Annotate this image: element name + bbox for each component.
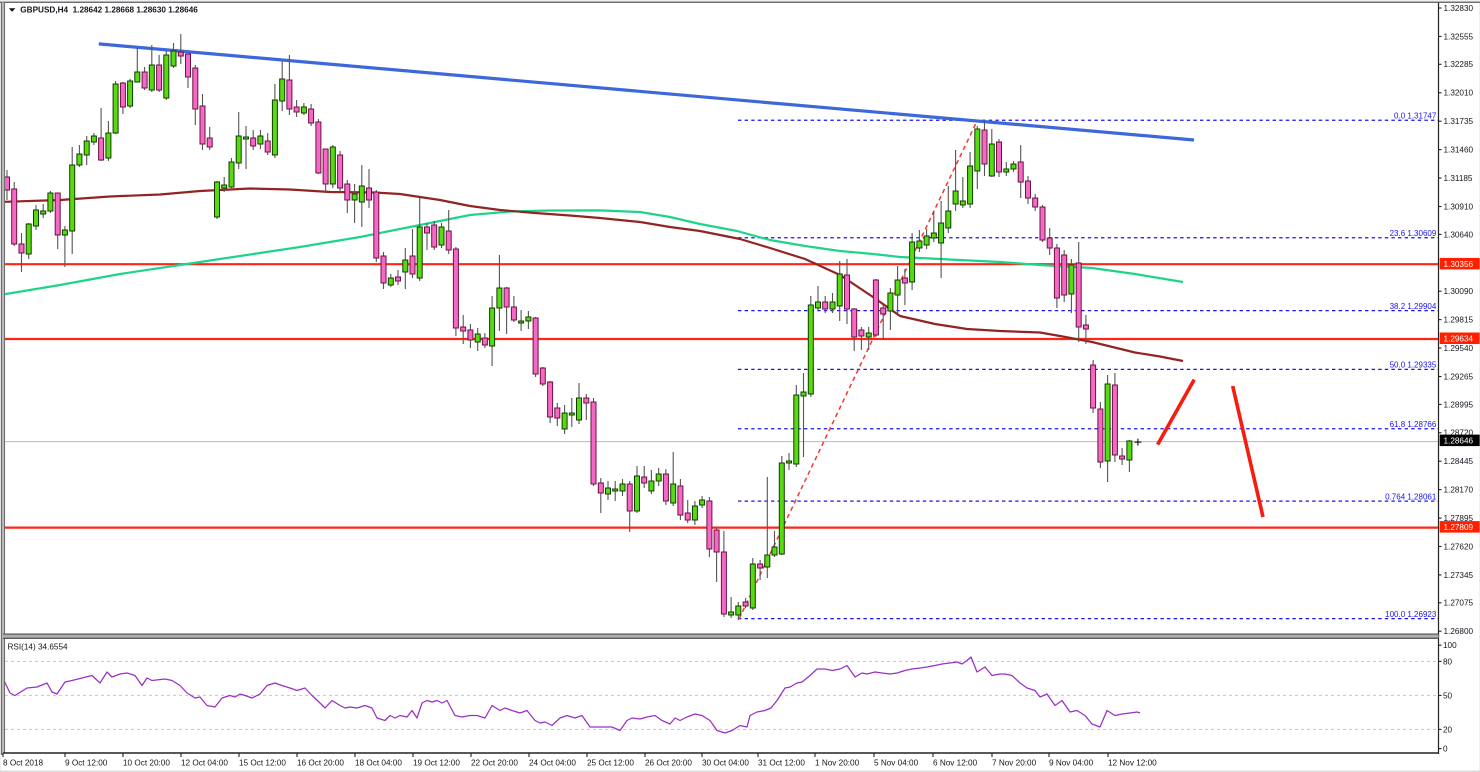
svg-text:RSI(14) 34.6554: RSI(14) 34.6554 — [8, 643, 69, 652]
svg-text:0: 0 — [1443, 745, 1448, 754]
svg-text:12 Oct 04:00: 12 Oct 04:00 — [181, 759, 228, 768]
svg-text:1.29815: 1.29815 — [1444, 316, 1474, 325]
svg-text:80: 80 — [1443, 657, 1453, 666]
svg-text:GBPUSD,H4 1.28642 1.28668 1.2: GBPUSD,H4 1.28642 1.28668 1.28630 1.2864… — [20, 6, 198, 15]
svg-text:1.28445: 1.28445 — [1444, 457, 1474, 466]
svg-text:1.29265: 1.29265 — [1444, 372, 1474, 381]
svg-text:1.32555: 1.32555 — [1444, 32, 1474, 41]
svg-text:1.28170: 1.28170 — [1444, 486, 1474, 495]
svg-text:1.31460: 1.31460 — [1444, 146, 1474, 155]
svg-text:23.6 1.30609: 23.6 1.30609 — [1390, 229, 1437, 238]
svg-text:22 Oct 20:00: 22 Oct 20:00 — [471, 759, 518, 768]
svg-text:1.28646: 1.28646 — [1444, 437, 1474, 446]
svg-text:100.0 1.26923: 100.0 1.26923 — [1385, 610, 1437, 619]
svg-text:0.0 1.31747: 0.0 1.31747 — [1394, 111, 1437, 120]
svg-text:7 Nov 20:00: 7 Nov 20:00 — [992, 759, 1037, 768]
svg-text:1.31185: 1.31185 — [1444, 174, 1473, 183]
svg-text:100: 100 — [1443, 641, 1457, 650]
svg-text:31 Oct 12:00: 31 Oct 12:00 — [758, 759, 805, 768]
svg-text:61.8 1.28766: 61.8 1.28766 — [1390, 420, 1437, 429]
svg-text:6 Nov 12:00: 6 Nov 12:00 — [933, 759, 978, 768]
svg-text:1.28720: 1.28720 — [1444, 429, 1474, 438]
svg-text:1.29540: 1.29540 — [1444, 344, 1474, 353]
svg-text:9 Oct 12:00: 9 Oct 12:00 — [65, 759, 108, 768]
svg-text:50: 50 — [1443, 691, 1453, 700]
svg-text:18 Oct 04:00: 18 Oct 04:00 — [355, 759, 402, 768]
svg-text:26 Oct 20:00: 26 Oct 20:00 — [645, 759, 692, 768]
svg-text:9 Nov 04:00: 9 Nov 04:00 — [1049, 759, 1094, 768]
svg-text:16 Oct 20:00: 16 Oct 20:00 — [297, 759, 344, 768]
svg-text:1.29634: 1.29634 — [1444, 334, 1474, 343]
svg-text:1.27345: 1.27345 — [1444, 571, 1474, 580]
svg-text:1.27809: 1.27809 — [1444, 523, 1474, 532]
svg-text:30 Oct 04:00: 30 Oct 04:00 — [702, 759, 749, 768]
svg-text:5 Nov 04:00: 5 Nov 04:00 — [874, 759, 919, 768]
svg-text:15 Oct 12:00: 15 Oct 12:00 — [239, 759, 286, 768]
svg-text:1.27895: 1.27895 — [1444, 514, 1474, 523]
svg-text:0.764 1.28061: 0.764 1.28061 — [1385, 492, 1437, 501]
svg-text:1.30356: 1.30356 — [1444, 260, 1474, 269]
svg-text:1.30640: 1.30640 — [1444, 230, 1474, 239]
svg-text:1.27620: 1.27620 — [1444, 542, 1474, 551]
svg-text:10 Oct 20:00: 10 Oct 20:00 — [123, 759, 170, 768]
svg-text:38.2 1.29904: 38.2 1.29904 — [1390, 302, 1437, 311]
svg-text:1.32830: 1.32830 — [1444, 4, 1474, 13]
svg-text:1.31735: 1.31735 — [1444, 117, 1474, 126]
svg-text:19 Oct 12:00: 19 Oct 12:00 — [413, 759, 460, 768]
svg-text:1 Nov 20:00: 1 Nov 20:00 — [815, 759, 860, 768]
svg-text:1.30910: 1.30910 — [1444, 202, 1474, 211]
svg-text:1.28995: 1.28995 — [1444, 400, 1474, 409]
svg-text:50.0 1.29335: 50.0 1.29335 — [1390, 361, 1437, 370]
svg-text:1.26800: 1.26800 — [1444, 627, 1474, 636]
svg-text:25 Oct 12:00: 25 Oct 12:00 — [587, 759, 634, 768]
svg-text:8 Oct 2018: 8 Oct 2018 — [3, 759, 44, 768]
svg-text:1.30090: 1.30090 — [1444, 287, 1474, 296]
svg-text:24 Oct 04:00: 24 Oct 04:00 — [529, 759, 576, 768]
svg-text:20: 20 — [1443, 725, 1453, 734]
svg-text:1.32285: 1.32285 — [1444, 60, 1474, 69]
svg-text:12 Nov 12:00: 12 Nov 12:00 — [1108, 759, 1157, 768]
svg-text:1.32010: 1.32010 — [1444, 89, 1474, 98]
svg-text:1.27075: 1.27075 — [1444, 599, 1474, 608]
